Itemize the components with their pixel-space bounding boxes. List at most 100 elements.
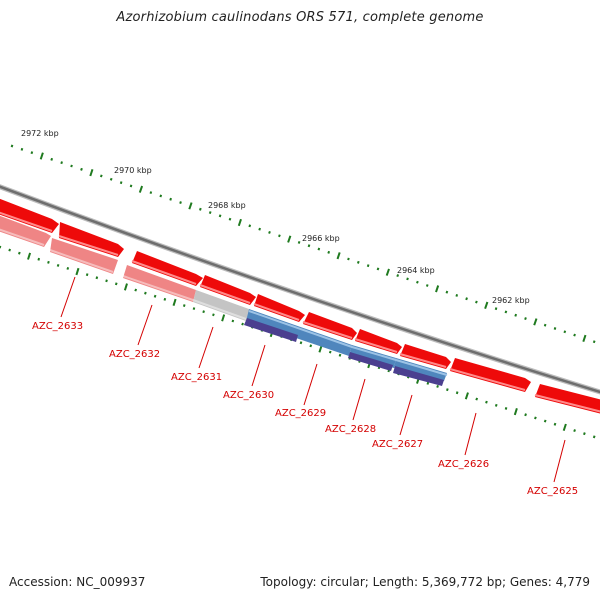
gene-labels: AZC_2633 AZC_2632 AZC_2631 AZC_2630 AZC_… bbox=[32, 321, 578, 497]
genome-summary-text: Topology: circular; Length: 5,369,772 bp… bbox=[260, 575, 590, 589]
major-tick bbox=[123, 283, 128, 291]
gene-feature[interactable] bbox=[0, 214, 51, 247]
minor-tick bbox=[475, 397, 479, 401]
gene-label[interactable]: AZC_2627 bbox=[372, 439, 423, 450]
gene-feature[interactable] bbox=[348, 352, 393, 371]
minor-tick bbox=[356, 260, 360, 264]
label-leader-lines bbox=[60, 276, 566, 483]
minor-tick bbox=[149, 191, 153, 195]
minor-tick bbox=[47, 260, 50, 264]
minor-tick bbox=[268, 230, 271, 234]
gene-label[interactable]: AZC_2631 bbox=[171, 372, 222, 383]
gene-feature[interactable] bbox=[50, 238, 118, 274]
minor-tick bbox=[134, 288, 138, 292]
minor-tick bbox=[99, 174, 103, 178]
major-tick bbox=[318, 345, 323, 353]
gene-feature[interactable] bbox=[59, 222, 124, 257]
gene-feature[interactable] bbox=[450, 358, 531, 392]
minor-tick bbox=[70, 164, 73, 168]
major-tick bbox=[562, 423, 567, 432]
backbone bbox=[0, 184, 600, 395]
gene-feature[interactable] bbox=[132, 251, 203, 286]
minor-tick bbox=[18, 251, 21, 255]
gene-feature[interactable] bbox=[123, 265, 196, 302]
minor-tick bbox=[524, 317, 527, 321]
major-tick bbox=[188, 202, 193, 210]
major-tick bbox=[39, 152, 44, 160]
gene-feature[interactable] bbox=[400, 344, 451, 369]
minor-tick bbox=[307, 244, 311, 248]
gene-label[interactable]: AZC_2625 bbox=[527, 486, 578, 497]
minor-tick bbox=[241, 322, 244, 326]
minor-tick bbox=[514, 313, 518, 317]
minor-tick bbox=[10, 144, 14, 148]
major-tick bbox=[221, 314, 226, 322]
minor-tick bbox=[425, 284, 429, 287]
minor-tick bbox=[85, 273, 89, 277]
minor-tick bbox=[109, 177, 113, 181]
minor-tick bbox=[299, 341, 303, 345]
gene-feature[interactable] bbox=[355, 329, 402, 354]
minor-tick bbox=[119, 181, 123, 185]
gene-feature[interactable] bbox=[200, 275, 256, 305]
minor-tick bbox=[202, 310, 205, 314]
gene-feature[interactable] bbox=[349, 345, 396, 368]
minor-tick bbox=[592, 340, 596, 344]
major-tick bbox=[464, 392, 469, 400]
gene-label[interactable]: AZC_2632 bbox=[109, 349, 160, 360]
minor-tick bbox=[179, 201, 182, 204]
minor-tick bbox=[199, 207, 202, 211]
accession-text: Accession: NC_009937 bbox=[9, 575, 146, 589]
minor-tick bbox=[416, 280, 419, 284]
gene-feature[interactable] bbox=[254, 294, 305, 322]
minor-tick bbox=[153, 294, 157, 298]
minor-tick bbox=[494, 403, 498, 407]
minor-tick bbox=[37, 257, 41, 261]
gene-label[interactable]: AZC_2628 bbox=[325, 424, 376, 435]
minor-tick bbox=[396, 274, 400, 278]
minor-tick bbox=[129, 184, 133, 188]
minor-tick bbox=[159, 194, 163, 198]
scale-label: 2970 kbp bbox=[114, 166, 152, 175]
major-tick bbox=[336, 252, 341, 260]
scale-label: 2962 kbp bbox=[492, 296, 530, 305]
minor-tick bbox=[543, 419, 547, 423]
minor-tick bbox=[95, 276, 99, 280]
gene-feature[interactable] bbox=[303, 312, 357, 340]
major-tick bbox=[138, 185, 144, 193]
minor-tick bbox=[446, 388, 449, 392]
minor-tick bbox=[218, 214, 222, 218]
gene-feature[interactable] bbox=[244, 318, 298, 342]
minor-tick bbox=[297, 240, 301, 244]
minor-tick bbox=[436, 384, 439, 388]
minor-tick bbox=[543, 323, 547, 327]
minor-tick bbox=[105, 279, 108, 283]
minor-tick bbox=[328, 350, 332, 354]
gene-label[interactable]: AZC_2630 bbox=[223, 390, 274, 401]
minor-tick bbox=[208, 211, 212, 215]
minor-tick bbox=[406, 277, 409, 281]
minor-tick bbox=[426, 381, 430, 385]
minor-tick bbox=[258, 227, 261, 231]
major-tick bbox=[75, 267, 80, 276]
gene-feature[interactable] bbox=[0, 197, 59, 233]
major-tick bbox=[533, 318, 538, 326]
gene-label[interactable]: AZC_2629 bbox=[275, 408, 326, 419]
gene-feature[interactable] bbox=[393, 366, 444, 386]
gene-feature[interactable] bbox=[246, 309, 352, 356]
minor-tick bbox=[553, 327, 557, 330]
gene-label[interactable]: AZC_2633 bbox=[32, 321, 83, 332]
minor-tick bbox=[163, 297, 167, 301]
minor-tick bbox=[553, 422, 557, 426]
gene-feature[interactable] bbox=[193, 290, 249, 321]
minor-tick bbox=[248, 224, 252, 228]
gene-feature[interactable] bbox=[535, 384, 600, 416]
minor-tick bbox=[475, 300, 478, 304]
minor-tick bbox=[445, 290, 449, 294]
gene-label[interactable]: AZC_2626 bbox=[438, 459, 489, 470]
minor-tick bbox=[534, 416, 537, 420]
major-tick bbox=[385, 268, 390, 276]
minor-tick bbox=[465, 297, 468, 301]
minor-tick bbox=[485, 400, 488, 404]
